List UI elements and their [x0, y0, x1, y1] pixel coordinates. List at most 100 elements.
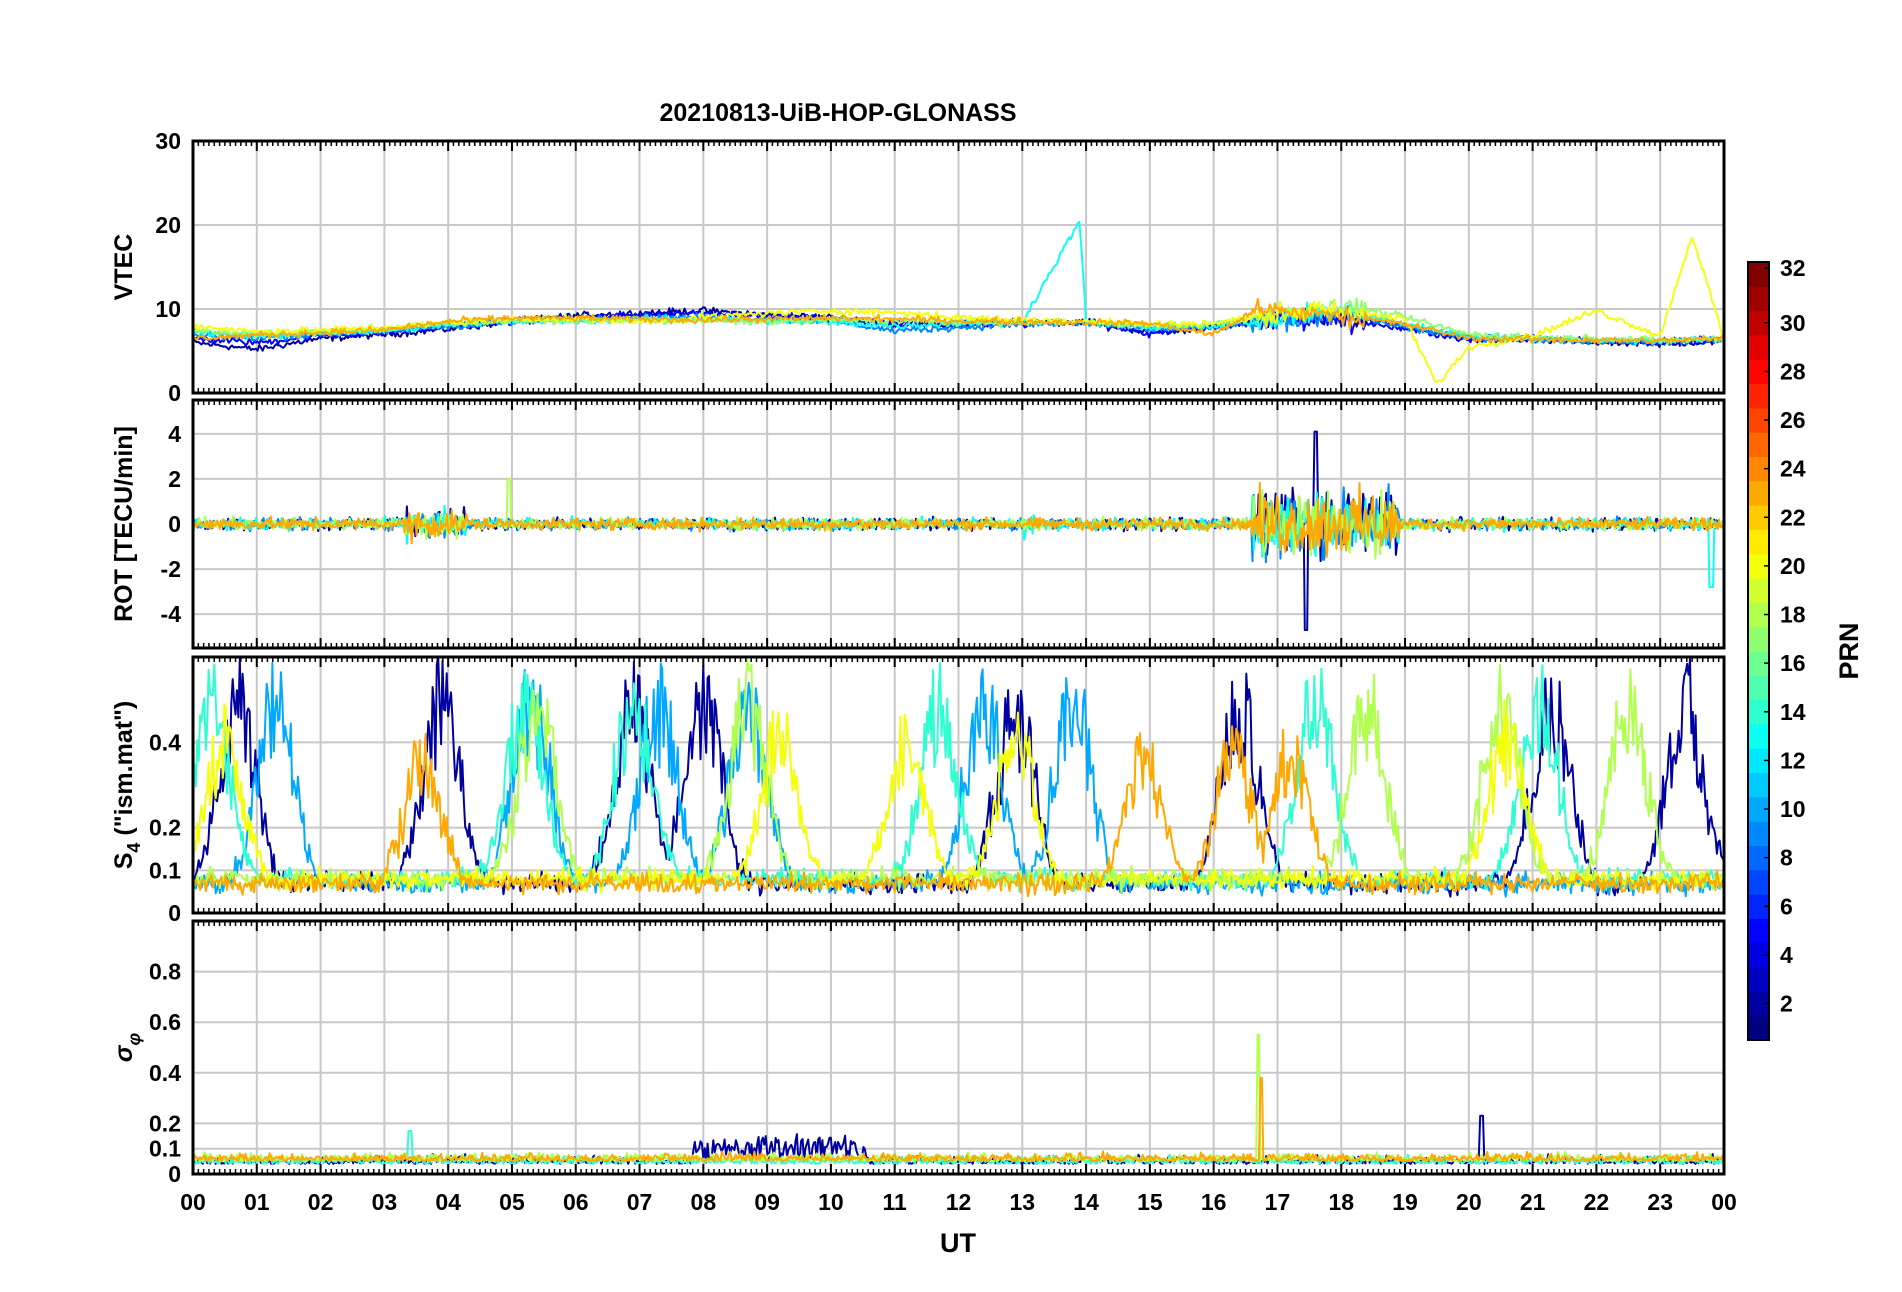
x-tick-label: 03 — [372, 1189, 398, 1215]
y-tick-label: 0 — [168, 511, 181, 537]
colorbar-cell — [1748, 869, 1769, 895]
series-prn-23 — [193, 1076, 1724, 1163]
colorbar-tick-label: 14 — [1780, 699, 1806, 725]
colorbar-tick-label: 20 — [1780, 553, 1806, 579]
colorbar-tick-label: 18 — [1780, 602, 1806, 628]
colorbar-cell — [1748, 553, 1769, 579]
y-axis-label-sigma_phi: σφ — [110, 1033, 144, 1063]
x-axis-label: UT — [940, 1228, 976, 1258]
x-tick-label: 04 — [435, 1189, 461, 1215]
colorbar-cell — [1748, 505, 1769, 530]
x-tick-label: 21 — [1520, 1189, 1546, 1215]
colorbar-tick-label: 12 — [1780, 747, 1806, 773]
x-tick-label: 02 — [308, 1189, 334, 1215]
colorbar-cell — [1748, 334, 1769, 360]
x-tick-label: 13 — [1009, 1189, 1035, 1215]
y-tick-label: 0.4 — [149, 729, 181, 755]
colorbar-cell — [1748, 894, 1769, 919]
y-axis-label-rot: ROT [TECU/min] — [110, 426, 138, 622]
panel-sigma_phi: 00.10.2 0.4 0.6 0.8 σφ — [110, 919, 1726, 1187]
series-prn-23 — [193, 481, 1724, 559]
colorbar-cell — [1748, 723, 1769, 749]
x-tick-label: 20 — [1456, 1189, 1482, 1215]
colorbar-cell — [1748, 748, 1769, 774]
panel-vtec: 0 10 20 30 VTEC — [110, 128, 1726, 406]
y-tick-label: 4 — [168, 421, 181, 447]
colorbar-cell — [1748, 967, 1769, 992]
x-tick-label: 17 — [1265, 1189, 1291, 1215]
x-tick-label: 23 — [1647, 1189, 1673, 1215]
colorbar-cell — [1748, 626, 1769, 652]
colorbar-tick-label: 8 — [1780, 845, 1793, 871]
x-tick-label: 09 — [754, 1189, 780, 1215]
colorbar-cell — [1748, 1015, 1769, 1041]
series-group — [193, 221, 1724, 383]
chart-title: 20210813-UiB-HOP-GLONASS — [659, 99, 1016, 127]
colorbar-tick-label: 24 — [1780, 456, 1806, 482]
colorbar-cell — [1748, 602, 1769, 628]
x-tick-label: 01 — [244, 1189, 270, 1215]
y-tick-label: 0 — [168, 900, 181, 926]
colorbar-tick-label: 32 — [1780, 255, 1806, 281]
series-prn-23 — [193, 725, 1724, 898]
y-tick-label: 0 — [168, 1161, 181, 1187]
colorbar-cell — [1748, 383, 1769, 409]
y-tick-label: 0.2 — [149, 1110, 181, 1136]
colorbar-cell — [1748, 262, 1769, 287]
y-tick-label: 10 — [155, 296, 181, 322]
colorbar-cell — [1748, 480, 1769, 506]
y-axis-label-vtec: VTEC — [110, 234, 138, 301]
colorbar-tick-label: 4 — [1780, 942, 1793, 968]
x-tick-labels: 00 01 02 03 04 05 06 07 08 09 10 11 12 13 14 15 16 17 18 19… — [180, 1189, 1737, 1215]
colorbar-cell — [1748, 456, 1769, 482]
y-tick-label: 0 — [168, 380, 181, 406]
colorbar-tick-label: 30 — [1780, 310, 1806, 336]
x-tick-label: 12 — [946, 1189, 972, 1215]
y-tick-label: 20 — [155, 212, 181, 238]
colorbar-cell — [1748, 699, 1769, 725]
colorbar-frame — [1747, 261, 1770, 1041]
x-tick-label: 18 — [1328, 1189, 1354, 1215]
x-tick-label: 19 — [1392, 1189, 1418, 1215]
colorbar-cell — [1748, 651, 1769, 676]
colorbar-tick-label: 22 — [1780, 504, 1806, 530]
x-tick-label: 11 — [883, 1189, 908, 1215]
y-tick-label: -2 — [161, 556, 181, 582]
colorbar-cell — [1748, 918, 1769, 944]
colorbar-tick-label: 10 — [1780, 796, 1806, 822]
y-tick-label: 0.4 — [149, 1060, 181, 1086]
x-tick-label: 05 — [499, 1189, 525, 1215]
colorbar-tick-label: 16 — [1780, 650, 1806, 676]
colorbar-tick-label: 6 — [1780, 893, 1793, 919]
colorbar-label: PRN — [1834, 622, 1864, 679]
colorbar-tick-label: 2 — [1780, 991, 1793, 1017]
panel-s4: 0 0.1 0.2 0.4S4 ("ism.mat") — [110, 655, 1726, 926]
series-prn-23 — [193, 298, 1724, 345]
panel-rot: -4 -2 0 2 4 ROT [TECU/min] — [110, 398, 1726, 650]
y-tick-label: 0.8 — [149, 959, 181, 985]
x-tick-label: 06 — [563, 1189, 589, 1215]
y-tick-label: 0.1 — [149, 857, 181, 883]
y-tick-label: 0.2 — [149, 815, 181, 841]
colorbar-cell — [1748, 991, 1769, 1017]
x-tick-label: 22 — [1584, 1189, 1610, 1215]
y-tick-label: 30 — [155, 128, 181, 154]
colorbar-cell — [1748, 845, 1769, 871]
colorbar-cell — [1748, 407, 1769, 433]
x-tick-label: 16 — [1201, 1189, 1227, 1215]
x-tick-label: 15 — [1137, 1189, 1163, 1215]
series-group — [193, 1033, 1724, 1165]
y-axis-label-s4: S4 ("ism.mat") — [110, 701, 144, 870]
colorbar-cell — [1748, 359, 1769, 385]
y-tick-label: 0.1 — [149, 1136, 181, 1162]
y-tick-label: 0.6 — [149, 1009, 181, 1035]
colorbar-cell — [1748, 286, 1769, 312]
colorbar-cell — [1748, 529, 1769, 555]
x-tick-label: 00 — [180, 1189, 206, 1215]
colorbar-cell — [1748, 432, 1769, 457]
colorbar-cell — [1748, 821, 1769, 846]
series-group — [193, 657, 1724, 898]
